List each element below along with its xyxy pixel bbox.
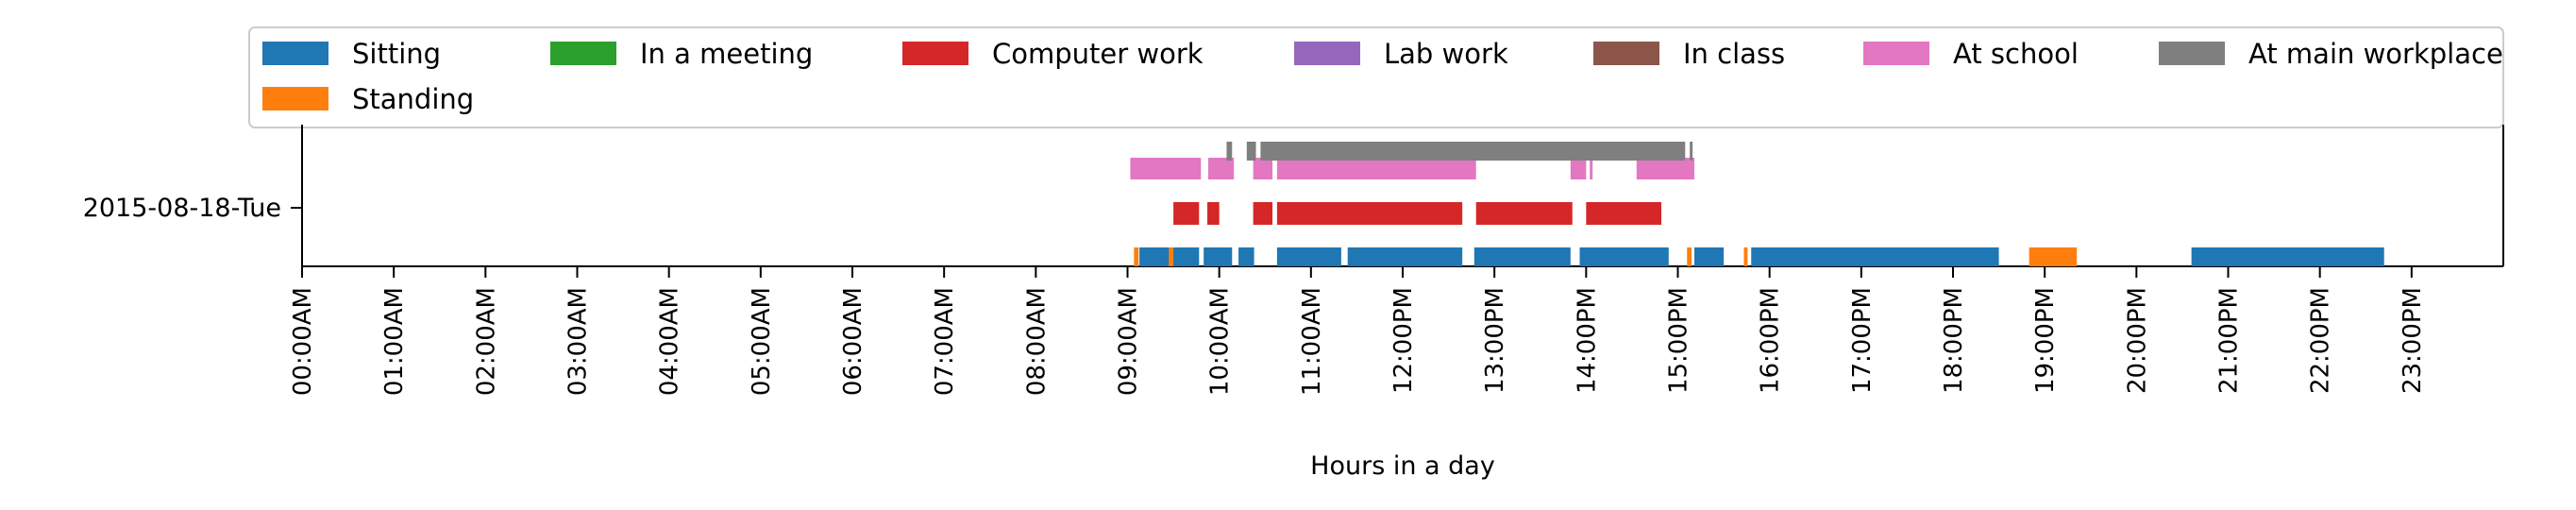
x-tick-label: 15:00PM (1665, 287, 1693, 394)
x-tick-label: 02:00AM (472, 287, 500, 396)
legend-item: Lab work (1294, 38, 1508, 70)
bar-at-school (1570, 158, 1587, 179)
legend-item: Sitting (262, 38, 441, 70)
legend-item: At main workplace (2159, 38, 2503, 70)
legend-swatch (902, 42, 968, 65)
x-tick-label: 10:00AM (1206, 287, 1235, 396)
bar-sitting (1347, 247, 1463, 266)
x-tick-label: 17:00PM (1848, 287, 1877, 394)
bar-sitting (1579, 247, 1669, 266)
bar-standing (1687, 247, 1692, 266)
legend-label: In class (1683, 38, 1785, 70)
x-tick-label: 11:00AM (1298, 287, 1326, 396)
bar-computer-work (1173, 202, 1200, 225)
bar-computer-work (1276, 202, 1463, 225)
x-tick-label: 21:00PM (2215, 287, 2244, 394)
bar-at-school (1636, 158, 1694, 179)
x-tick-label: 18:00PM (1940, 287, 1968, 394)
legend-label: Lab work (1384, 38, 1508, 70)
legend-item: At school (1863, 38, 2079, 70)
x-tick-label: 14:00PM (1573, 287, 1601, 394)
x-tick-label: 03:00AM (564, 287, 593, 396)
bar-at-main-workplace (1226, 142, 1233, 161)
bar-computer-work (1586, 202, 1662, 225)
x-tick-label: 22:00PM (2307, 287, 2335, 394)
x-axis-title: Hours in a day (1310, 451, 1495, 481)
bar-standing (1134, 247, 1139, 266)
x-tick-label: 16:00PM (1757, 287, 1785, 394)
bar-computer-work (1475, 202, 1573, 225)
x-tick-label: 00:00AM (289, 287, 317, 396)
legend-label: At main workplace (2248, 38, 2503, 70)
x-tick-label: 20:00PM (2123, 287, 2151, 394)
legend-swatch (2159, 42, 2225, 65)
x-tick-label: 01:00AM (380, 287, 409, 396)
legend-label: At school (1953, 38, 2079, 70)
x-tick-label: 13:00PM (1481, 287, 1509, 394)
legend-item: In class (1593, 38, 1785, 70)
legend-item: In a meeting (550, 38, 813, 70)
bar-at-main-workplace (1690, 142, 1693, 161)
x-tick-label: 05:00AM (748, 287, 776, 396)
legend-label: In a meeting (640, 38, 813, 70)
bar-sitting (1473, 247, 1571, 266)
legend-swatch (1593, 42, 1659, 65)
legend-label: Computer work (992, 38, 1204, 70)
x-tick-label: 06:00AM (839, 287, 867, 396)
legend-label: Standing (352, 83, 474, 115)
bar-at-main-workplace (1260, 142, 1686, 161)
legend-swatch (1863, 42, 1929, 65)
bar-standing (2029, 247, 2078, 266)
legend-swatch (262, 87, 328, 110)
bar-standing (1743, 247, 1748, 266)
x-tick-label: 09:00AM (1115, 287, 1143, 396)
bar-computer-work (1253, 202, 1273, 225)
bar-sitting (1693, 247, 1725, 266)
bar-at-main-workplace (1246, 142, 1256, 161)
x-ticks: 00:00AM 01:00AM 02:00AM 03:00AM 04:00AM 05:00… (289, 266, 2427, 396)
bar-sitting (1204, 247, 1233, 266)
legend-item: Standing (262, 83, 474, 115)
bar-at-school (1130, 158, 1202, 179)
legend-frame (248, 26, 2504, 128)
bar-computer-work (1207, 202, 1220, 225)
x-tick-label: 08:00AM (1022, 287, 1051, 396)
bar-standing (1169, 247, 1174, 266)
y-row-label: 2015-08-18-Tue (83, 194, 281, 223)
bar-at-school (1590, 158, 1593, 179)
bar-sitting (2191, 247, 2384, 266)
bar-at-school (1276, 158, 1476, 179)
x-tick-label: 04:00AM (656, 287, 684, 396)
x-tick-label: 23:00PM (2399, 287, 2427, 394)
legend-item: Computer work (902, 38, 1204, 70)
bar-sitting (1238, 247, 1254, 266)
timeline-bars (1130, 142, 2384, 266)
legend-swatch (1294, 42, 1360, 65)
legend-swatch (550, 42, 616, 65)
x-tick-label: 19:00PM (2031, 287, 2060, 394)
legend-label: Sitting (352, 38, 441, 70)
bar-at-school (1208, 158, 1235, 179)
x-tick-label: 12:00PM (1389, 287, 1418, 394)
bar-sitting (1276, 247, 1341, 266)
legend: Sitting Standing In a meeting Computer work… (248, 26, 2504, 128)
bar-at-school (1253, 158, 1273, 179)
legend-swatch (262, 42, 328, 65)
x-tick-label: 07:00AM (931, 287, 959, 396)
bar-sitting (1751, 247, 1999, 266)
